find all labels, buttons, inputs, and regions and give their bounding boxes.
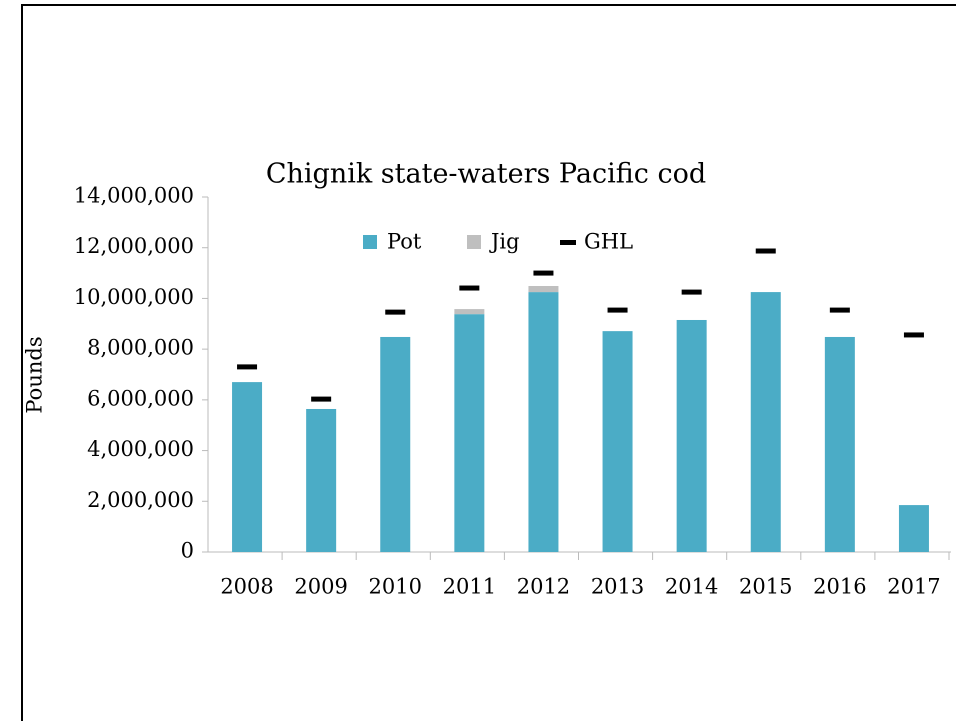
legend-label: Jig [489,230,520,254]
ghl-marker [533,270,554,276]
y-tick-label: 0 [181,539,194,563]
bar-segment [528,292,559,552]
bar-segment [528,286,559,293]
x-tick-label: 2015 [739,575,792,599]
bar-segment [898,505,929,552]
legend-swatch [467,235,481,249]
y-tick-label: 12,000,000 [74,234,194,258]
x-tick-label: 2008 [220,575,273,599]
bar-segment [750,292,781,552]
y-tick-label: 4,000,000 [87,437,194,461]
x-tick-label: 2016 [813,575,866,599]
legend-label: Pot [387,230,422,254]
bar-segment [380,336,411,552]
bar-segment [232,382,263,552]
x-tick-label: 2013 [591,575,644,599]
frame [21,4,956,721]
y-tick-label: 10,000,000 [74,285,194,309]
bar-segment [676,319,707,552]
ghl-marker [311,396,332,402]
ghl-marker [607,307,628,313]
chart-title: Chignik state-waters Pacific cod [266,159,706,190]
x-tick-label: 2011 [443,575,496,599]
bar-segment [454,314,485,552]
bar-segment [824,336,855,552]
y-axis-label: Pounds [23,336,47,413]
y-tick-label: 2,000,000 [87,488,194,512]
y-tick-label: 6,000,000 [87,386,194,410]
x-tick-label: 2012 [517,575,570,599]
ghl-marker [237,364,258,370]
bar-segment [602,331,633,552]
ghl-marker [903,332,924,338]
ghl-marker [681,289,702,295]
x-tick-label: 2014 [665,575,718,599]
y-tick-label: 14,000,000 [74,184,194,208]
ghl-marker [755,248,776,254]
legend-label: GHL [584,230,633,254]
bar-segment [306,408,337,552]
x-tick-label: 2009 [294,575,347,599]
legend-marker [560,240,576,245]
x-tick-label: 2010 [369,575,422,599]
bar-segment [454,309,485,315]
y-tick-label: 8,000,000 [87,336,194,360]
ghl-marker [829,307,850,313]
legend-swatch [363,235,377,249]
ghl-marker [385,309,406,315]
x-tick-label: 2017 [887,575,940,599]
ghl-marker [459,285,480,291]
